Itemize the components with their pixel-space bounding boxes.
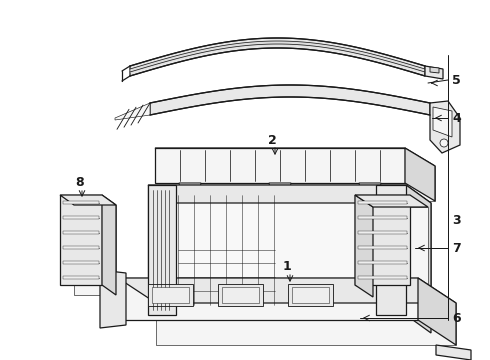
Polygon shape	[63, 261, 99, 264]
Polygon shape	[269, 183, 291, 201]
Polygon shape	[222, 287, 259, 303]
Polygon shape	[436, 345, 471, 360]
Polygon shape	[218, 284, 263, 306]
Polygon shape	[185, 166, 435, 201]
Text: 8: 8	[75, 175, 84, 189]
Polygon shape	[130, 38, 425, 76]
Polygon shape	[373, 207, 428, 297]
Text: 3: 3	[452, 213, 461, 226]
Polygon shape	[115, 103, 150, 120]
Polygon shape	[358, 261, 407, 264]
Polygon shape	[355, 195, 373, 297]
Polygon shape	[100, 270, 126, 328]
Polygon shape	[359, 183, 381, 201]
Polygon shape	[60, 195, 102, 285]
Polygon shape	[148, 185, 176, 315]
Polygon shape	[63, 275, 99, 279]
Polygon shape	[430, 67, 439, 73]
Polygon shape	[358, 216, 407, 219]
Polygon shape	[148, 185, 406, 315]
Polygon shape	[173, 203, 431, 333]
Polygon shape	[358, 275, 407, 279]
Polygon shape	[150, 85, 430, 115]
Polygon shape	[355, 195, 410, 285]
Polygon shape	[405, 148, 435, 201]
Polygon shape	[406, 185, 431, 333]
Text: 6: 6	[452, 311, 461, 324]
Polygon shape	[156, 303, 456, 345]
Polygon shape	[433, 107, 452, 137]
Polygon shape	[292, 287, 329, 303]
Polygon shape	[418, 278, 456, 345]
Polygon shape	[118, 278, 418, 320]
Polygon shape	[430, 101, 460, 153]
Polygon shape	[118, 278, 456, 303]
Polygon shape	[63, 201, 99, 203]
Text: 4: 4	[452, 112, 461, 125]
Text: 1: 1	[283, 261, 292, 274]
Polygon shape	[376, 185, 406, 315]
Text: 2: 2	[268, 134, 277, 147]
Polygon shape	[155, 148, 405, 183]
Polygon shape	[74, 205, 116, 295]
Text: 5: 5	[452, 73, 461, 86]
Polygon shape	[288, 284, 333, 306]
Polygon shape	[155, 148, 435, 166]
Polygon shape	[102, 195, 116, 295]
Polygon shape	[148, 185, 431, 203]
Polygon shape	[60, 195, 116, 205]
Polygon shape	[152, 287, 189, 303]
Text: 7: 7	[452, 242, 461, 255]
Polygon shape	[63, 230, 99, 234]
Polygon shape	[179, 183, 201, 201]
Polygon shape	[358, 230, 407, 234]
Polygon shape	[63, 246, 99, 248]
Polygon shape	[63, 216, 99, 219]
Circle shape	[440, 139, 448, 147]
Polygon shape	[425, 66, 443, 79]
Polygon shape	[355, 195, 428, 207]
Polygon shape	[148, 284, 193, 306]
Polygon shape	[358, 246, 407, 248]
Polygon shape	[358, 201, 407, 203]
